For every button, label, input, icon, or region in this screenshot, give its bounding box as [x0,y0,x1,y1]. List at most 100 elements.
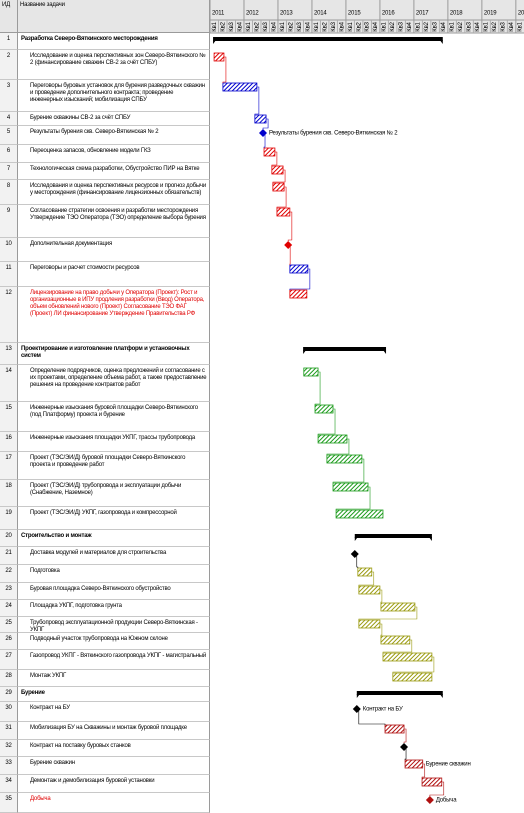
name-header: Название задачи [18,0,210,33]
task-name: Инженерные изыскания буровой площадки Се… [18,402,210,432]
quarter-label: Кв2 [220,21,226,31]
id-header: ИД [0,0,18,33]
quarter-label: Кв2 [356,21,362,31]
dependency-line [392,656,435,673]
task-id: 16 [0,432,18,452]
quarter-label: Кв1 [280,21,286,31]
task-id: 3 [0,80,18,112]
quarter-label: Кв1 [484,21,490,31]
quarter-label: Кв1 [348,21,354,31]
task-name: Дополнительная документация [18,238,210,262]
task-id: 23 [0,583,18,600]
task-id: 13 [0,343,18,365]
quarter-label: Кв3 [229,21,235,31]
dependency-line [404,746,407,760]
task-name: Переоценка запасов, обновление модели ГК… [18,145,210,163]
task-bar [254,114,267,124]
task-name: Исследование и оценка перспективных зон … [18,50,210,80]
task-bar [276,207,291,217]
quarter-label: Кв1 [212,21,218,31]
task-id: 32 [0,740,18,757]
task-name: Проект (ТЭС/ЭИ/Д) буровой площадки Север… [18,452,210,480]
quarter-label: Кв4 [305,21,311,31]
task-bar [421,777,443,787]
quarter-label: Кв2 [288,21,294,31]
quarter-label: Кв1 [416,21,422,31]
summary-bar [354,534,432,538]
dependency-line [403,728,407,743]
task-id: 10 [0,238,18,262]
task-id: 17 [0,452,18,480]
summary-cap [213,40,217,44]
quarter-label: Кв1 [382,21,388,31]
task-bar [263,147,276,157]
task-bar [380,602,416,612]
quarter-label: Кв3 [297,21,303,31]
task-bar [380,635,411,645]
task-name: Исследования и оценка перспективных ресу… [18,180,210,205]
year-label: 2017 [416,11,429,17]
summary-bar [303,347,387,351]
task-id: 34 [0,775,18,793]
dependency-line [335,486,371,510]
dependency-line [276,186,287,208]
dependency-line [262,118,269,129]
task-bar [335,509,384,519]
task-id: 14 [0,365,18,402]
dependency-line [288,244,291,265]
dependency-line [358,606,418,620]
dependency-line [429,781,445,796]
year-label: 2012 [246,11,259,17]
quarter-label: Кв2 [424,21,430,31]
quarter-label: Кв2 [254,21,260,31]
task-name: Контракт на БУ [18,702,210,722]
task-bar [382,652,433,662]
quarter-label: Кв1 [450,21,456,31]
summary-cap [356,694,360,698]
quarter-label: Кв3 [467,21,473,31]
task-id: 22 [0,565,18,583]
quarter-label: Кв3 [263,21,269,31]
task-name: Бурение скважины СВ-2 за счёт СПБУ [18,112,210,126]
dependency-line [379,623,383,636]
year-label: 2011 [212,11,225,17]
task-bar [326,454,363,464]
task-id: 2 [0,50,18,80]
summary-cap [303,350,307,354]
task-name: Проект (ТЭС/ЭИ/Д) трубопровода и эксплуа… [18,480,210,507]
quarter-label: Кв3 [501,21,507,31]
quarter-label: Кв4 [237,21,243,31]
task-name: Контракт на поставку буровых станков [18,740,210,757]
task-bar [289,264,309,274]
task-name: Площадка УКПГ, подготовка грунта [18,600,210,617]
quarter-label: Кв4 [509,21,515,31]
task-name: Проект (ТЭС/ЭИ/Д) УКПГ, газопровода и ко… [18,507,210,530]
task-bar [404,759,424,769]
task-bar [358,619,381,629]
task-id: 29 [0,687,18,702]
task-bar [271,165,284,175]
quarter-label: Кв2 [322,21,328,31]
task-id: 18 [0,480,18,507]
task-name: Переговоры и расчет стоимости ресурсов [18,262,210,287]
quarter-label: Кв4 [475,21,481,31]
task-name: Буровая площадка Северо-Вяткинского обус… [18,583,210,600]
summary-cap [383,350,387,354]
summary-cap [428,537,432,541]
year-label: 2014 [314,11,327,17]
task-id: 24 [0,600,18,617]
task-bar [272,182,285,192]
task-bar [289,289,308,299]
dependency-line [358,571,375,586]
task-id: 4 [0,112,18,126]
dependency-line [354,553,359,568]
task-name: Строительство и монтаж [18,530,210,547]
dependency-line [379,589,383,603]
task-bar [213,52,225,62]
task-id: 25 [0,617,18,633]
task-label: Бурение скважин [426,762,471,768]
quarter-label: Кв3 [331,21,337,31]
summary-cap [439,694,443,698]
